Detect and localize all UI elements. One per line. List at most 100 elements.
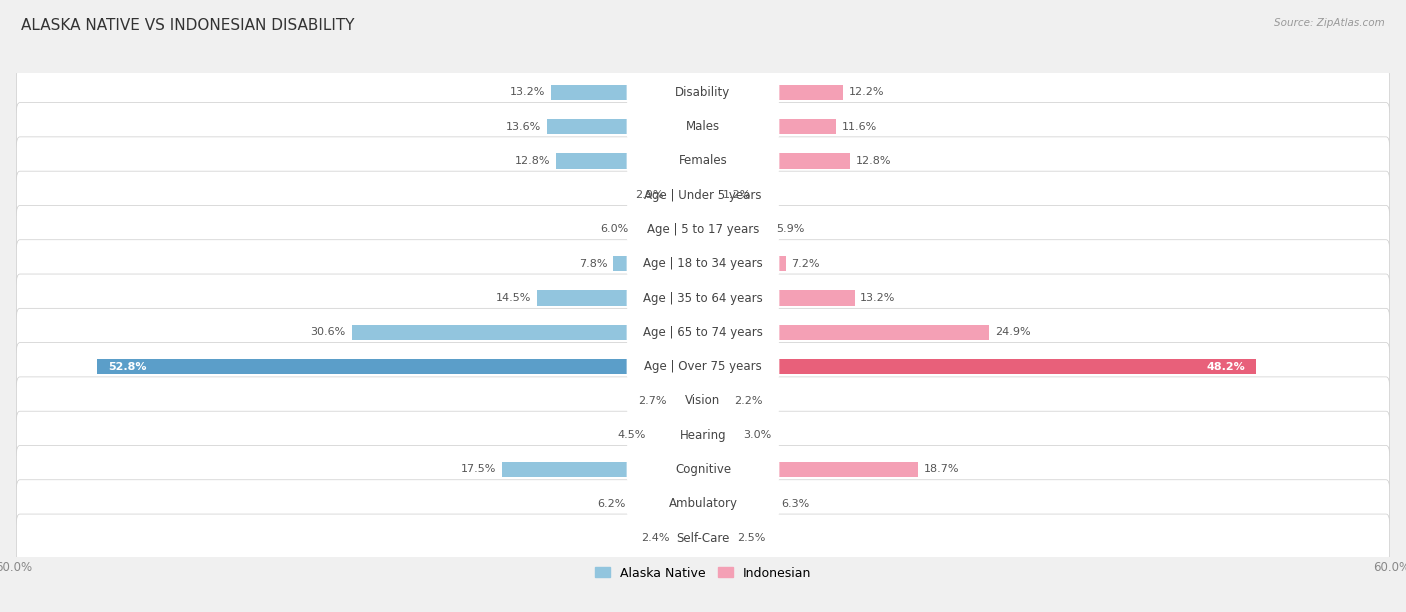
FancyBboxPatch shape xyxy=(17,103,1389,151)
Bar xyxy=(352,324,703,340)
Bar xyxy=(551,84,703,100)
Bar xyxy=(672,393,703,409)
Bar xyxy=(675,531,703,546)
FancyBboxPatch shape xyxy=(627,389,779,412)
Text: 4.5%: 4.5% xyxy=(617,430,645,440)
FancyBboxPatch shape xyxy=(627,149,779,173)
Bar xyxy=(703,427,738,443)
Text: Self-Care: Self-Care xyxy=(676,532,730,545)
Bar xyxy=(703,119,837,134)
Bar xyxy=(703,84,844,100)
Text: 5.9%: 5.9% xyxy=(776,225,804,234)
FancyBboxPatch shape xyxy=(17,137,1389,185)
FancyBboxPatch shape xyxy=(17,377,1389,425)
Bar xyxy=(631,496,703,512)
Bar xyxy=(703,359,1257,375)
Text: 12.8%: 12.8% xyxy=(856,156,891,166)
Text: Age | Over 75 years: Age | Over 75 years xyxy=(644,360,762,373)
Text: 12.8%: 12.8% xyxy=(515,156,550,166)
FancyBboxPatch shape xyxy=(627,184,779,207)
FancyBboxPatch shape xyxy=(17,411,1389,459)
Text: 14.5%: 14.5% xyxy=(495,293,531,303)
Text: 30.6%: 30.6% xyxy=(311,327,346,337)
FancyBboxPatch shape xyxy=(627,115,779,138)
Text: 13.2%: 13.2% xyxy=(860,293,896,303)
Bar xyxy=(703,496,775,512)
FancyBboxPatch shape xyxy=(17,446,1389,493)
Bar xyxy=(703,153,851,168)
Bar xyxy=(703,531,731,546)
FancyBboxPatch shape xyxy=(17,480,1389,528)
Text: Ambulatory: Ambulatory xyxy=(668,498,738,510)
Text: Disability: Disability xyxy=(675,86,731,99)
Text: Hearing: Hearing xyxy=(679,428,727,442)
Text: Age | 35 to 64 years: Age | 35 to 64 years xyxy=(643,291,763,305)
Text: 12.2%: 12.2% xyxy=(849,88,884,97)
Text: ALASKA NATIVE VS INDONESIAN DISABILITY: ALASKA NATIVE VS INDONESIAN DISABILITY xyxy=(21,18,354,34)
Bar xyxy=(537,290,703,306)
Text: Age | 5 to 17 years: Age | 5 to 17 years xyxy=(647,223,759,236)
Bar xyxy=(703,393,728,409)
Text: Source: ZipAtlas.com: Source: ZipAtlas.com xyxy=(1274,18,1385,28)
Text: Age | 65 to 74 years: Age | 65 to 74 years xyxy=(643,326,763,339)
Text: 6.2%: 6.2% xyxy=(598,499,626,509)
Text: 2.5%: 2.5% xyxy=(738,533,766,543)
Bar xyxy=(97,359,703,375)
FancyBboxPatch shape xyxy=(627,286,779,310)
FancyBboxPatch shape xyxy=(627,321,779,344)
FancyBboxPatch shape xyxy=(17,343,1389,390)
Text: 2.7%: 2.7% xyxy=(638,396,666,406)
FancyBboxPatch shape xyxy=(17,308,1389,356)
FancyBboxPatch shape xyxy=(627,355,779,378)
Text: 11.6%: 11.6% xyxy=(842,122,877,132)
Bar xyxy=(669,187,703,203)
FancyBboxPatch shape xyxy=(627,458,779,481)
FancyBboxPatch shape xyxy=(17,240,1389,288)
FancyBboxPatch shape xyxy=(17,206,1389,253)
FancyBboxPatch shape xyxy=(17,514,1389,562)
Text: 7.8%: 7.8% xyxy=(579,259,607,269)
FancyBboxPatch shape xyxy=(627,252,779,275)
FancyBboxPatch shape xyxy=(627,492,779,515)
Text: 2.4%: 2.4% xyxy=(641,533,669,543)
Bar xyxy=(547,119,703,134)
FancyBboxPatch shape xyxy=(17,171,1389,219)
Bar xyxy=(634,222,703,237)
Text: 13.2%: 13.2% xyxy=(510,88,546,97)
Text: 2.2%: 2.2% xyxy=(734,396,762,406)
Bar xyxy=(703,324,988,340)
Bar xyxy=(703,290,855,306)
Text: 17.5%: 17.5% xyxy=(461,465,496,474)
Text: 13.6%: 13.6% xyxy=(506,122,541,132)
FancyBboxPatch shape xyxy=(627,218,779,241)
Bar xyxy=(502,462,703,477)
FancyBboxPatch shape xyxy=(627,424,779,447)
Text: Age | 18 to 34 years: Age | 18 to 34 years xyxy=(643,257,763,271)
Bar xyxy=(703,462,918,477)
Bar xyxy=(703,256,786,272)
Text: 6.0%: 6.0% xyxy=(600,225,628,234)
Text: 3.0%: 3.0% xyxy=(744,430,772,440)
Text: Cognitive: Cognitive xyxy=(675,463,731,476)
FancyBboxPatch shape xyxy=(17,69,1389,116)
FancyBboxPatch shape xyxy=(17,274,1389,322)
Text: 48.2%: 48.2% xyxy=(1206,362,1244,371)
Bar xyxy=(613,256,703,272)
Text: 52.8%: 52.8% xyxy=(108,362,146,371)
Bar xyxy=(703,187,717,203)
Legend: Alaska Native, Indonesian: Alaska Native, Indonesian xyxy=(589,562,817,584)
Bar xyxy=(651,427,703,443)
Bar xyxy=(703,222,770,237)
FancyBboxPatch shape xyxy=(627,526,779,550)
Text: 6.3%: 6.3% xyxy=(782,499,810,509)
Text: 24.9%: 24.9% xyxy=(994,327,1031,337)
Text: 2.9%: 2.9% xyxy=(636,190,664,200)
Text: 7.2%: 7.2% xyxy=(792,259,820,269)
Text: Males: Males xyxy=(686,120,720,133)
Text: Females: Females xyxy=(679,154,727,167)
Bar xyxy=(555,153,703,168)
Text: Vision: Vision xyxy=(685,394,721,408)
Text: Age | Under 5 years: Age | Under 5 years xyxy=(644,188,762,202)
Text: 1.2%: 1.2% xyxy=(723,190,751,200)
FancyBboxPatch shape xyxy=(627,81,779,104)
